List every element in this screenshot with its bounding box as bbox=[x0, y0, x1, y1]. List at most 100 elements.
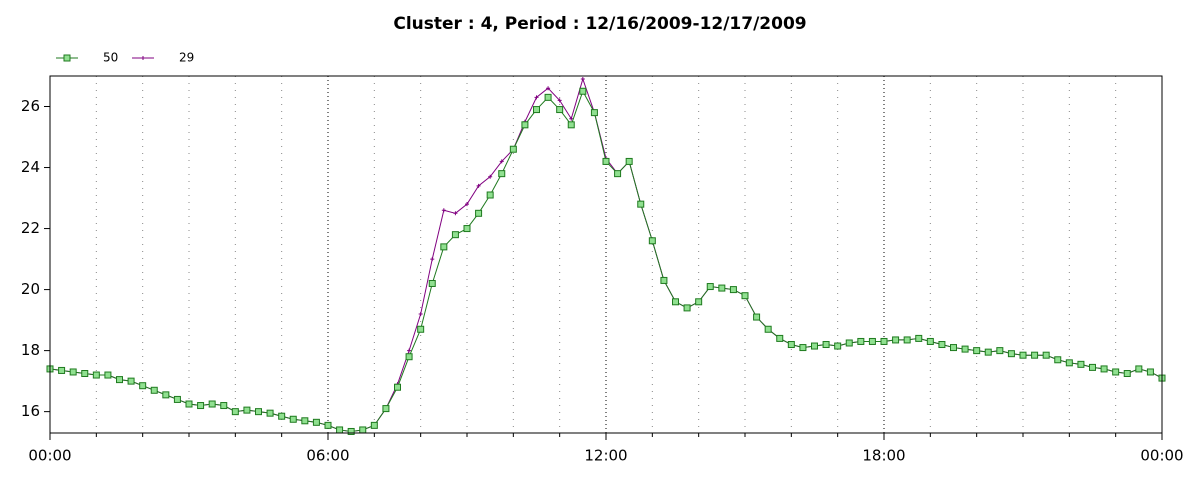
y-tick-label: 16 bbox=[21, 402, 40, 420]
point bbox=[289, 415, 297, 423]
point bbox=[127, 377, 135, 385]
point bbox=[1123, 370, 1131, 377]
point bbox=[533, 106, 540, 114]
point bbox=[417, 325, 425, 333]
point bbox=[463, 225, 471, 233]
point bbox=[590, 109, 598, 117]
point bbox=[567, 121, 575, 129]
point bbox=[915, 334, 923, 342]
point bbox=[430, 257, 435, 262]
point bbox=[648, 237, 656, 245]
point bbox=[706, 283, 714, 291]
point bbox=[834, 342, 842, 350]
x-tick-label: 00:00 bbox=[1140, 447, 1183, 465]
point bbox=[476, 183, 481, 188]
point bbox=[1112, 368, 1120, 376]
x-tick-label: 18:00 bbox=[862, 447, 905, 465]
point bbox=[926, 337, 934, 345]
point bbox=[486, 191, 494, 199]
point bbox=[984, 348, 992, 356]
chart-title: Cluster : 4, Period : 12/16/2009-12/17/2… bbox=[393, 14, 806, 34]
point bbox=[104, 371, 112, 379]
point bbox=[892, 336, 900, 344]
point bbox=[465, 202, 469, 207]
point bbox=[1135, 365, 1143, 373]
point bbox=[822, 341, 830, 349]
point bbox=[556, 106, 564, 114]
point bbox=[453, 211, 458, 216]
point bbox=[231, 408, 239, 416]
point bbox=[441, 208, 446, 213]
point bbox=[973, 347, 981, 355]
point bbox=[312, 418, 320, 426]
y-tick-label: 18 bbox=[21, 341, 40, 359]
point bbox=[580, 77, 585, 82]
point bbox=[579, 87, 587, 95]
point bbox=[418, 312, 423, 316]
point bbox=[301, 417, 309, 425]
legend-label: 50 bbox=[103, 51, 118, 65]
point bbox=[857, 337, 865, 345]
point bbox=[139, 382, 147, 390]
point bbox=[499, 159, 504, 164]
point bbox=[557, 98, 562, 103]
point bbox=[880, 337, 888, 345]
x-tick-label: 12:00 bbox=[584, 447, 627, 465]
x-tick-label: 06:00 bbox=[306, 447, 349, 465]
point bbox=[359, 426, 367, 434]
point bbox=[440, 243, 448, 251]
point bbox=[1146, 368, 1154, 376]
point bbox=[868, 337, 876, 345]
point bbox=[776, 334, 784, 342]
point bbox=[546, 86, 551, 91]
point bbox=[1100, 365, 1108, 373]
point bbox=[116, 376, 123, 384]
point bbox=[753, 313, 761, 321]
point bbox=[1042, 351, 1050, 359]
point bbox=[764, 325, 772, 333]
point bbox=[405, 353, 413, 361]
legend-marker bbox=[141, 56, 145, 60]
point bbox=[197, 402, 205, 410]
point bbox=[637, 200, 645, 208]
point bbox=[382, 405, 390, 413]
point bbox=[695, 298, 703, 306]
point bbox=[498, 170, 506, 178]
y-tick-label: 24 bbox=[21, 158, 40, 176]
point bbox=[255, 408, 262, 416]
point bbox=[336, 426, 344, 434]
point bbox=[509, 145, 517, 153]
y-tick-label: 26 bbox=[21, 97, 40, 115]
point bbox=[394, 383, 401, 391]
y-tick-label: 20 bbox=[21, 280, 40, 298]
point bbox=[407, 348, 412, 353]
point bbox=[1065, 359, 1073, 367]
point bbox=[208, 400, 216, 408]
point bbox=[324, 421, 332, 429]
point bbox=[220, 402, 228, 410]
point bbox=[950, 344, 957, 352]
plot-border bbox=[49, 75, 1163, 434]
point bbox=[602, 157, 610, 165]
point bbox=[845, 339, 853, 347]
point bbox=[81, 370, 89, 377]
point bbox=[961, 345, 969, 353]
point bbox=[162, 391, 170, 399]
point bbox=[521, 121, 529, 129]
point bbox=[69, 368, 77, 376]
point bbox=[92, 371, 100, 379]
point bbox=[672, 298, 679, 306]
point bbox=[428, 279, 436, 287]
point bbox=[996, 347, 1004, 355]
point bbox=[660, 276, 668, 284]
legend-marker bbox=[63, 54, 71, 62]
point bbox=[544, 93, 552, 101]
x-tick-label: 00:00 bbox=[28, 447, 71, 465]
point bbox=[150, 386, 158, 394]
point bbox=[1007, 350, 1015, 358]
plot-area bbox=[50, 76, 1162, 433]
point bbox=[266, 409, 274, 417]
point bbox=[451, 231, 459, 239]
point bbox=[569, 116, 574, 121]
